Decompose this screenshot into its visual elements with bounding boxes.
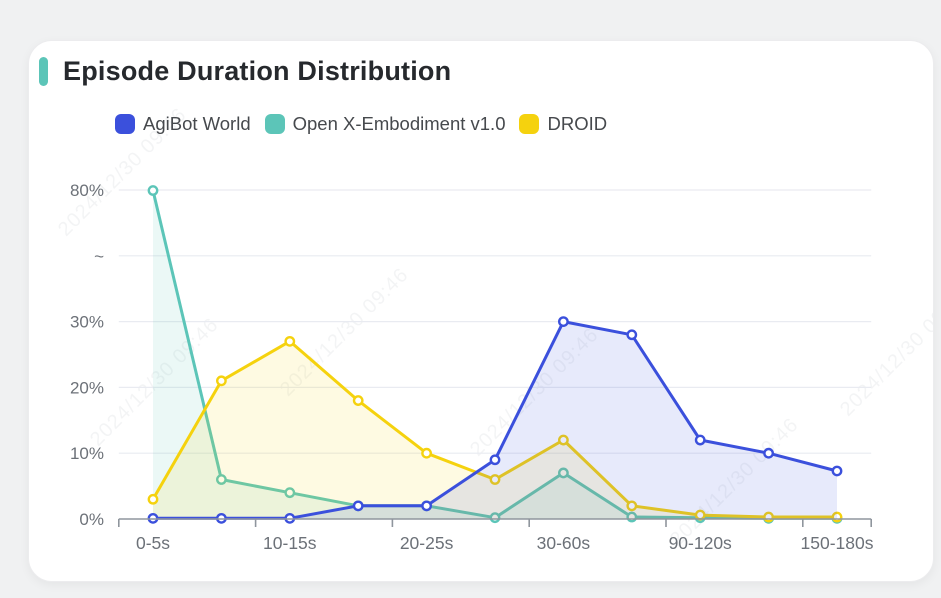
y-axis-label: ~ — [94, 247, 104, 266]
title-accent-bar — [39, 57, 48, 86]
y-axis-label: 10% — [70, 444, 104, 463]
data-point-open-x-embodiment-v1-0-5-10s[interactable] — [215, 474, 227, 485]
data-point-droid-5-10s[interactable] — [215, 375, 227, 387]
data-point-agibot-world-150-180s[interactable] — [831, 465, 843, 477]
data-point-droid-20-25s[interactable] — [421, 447, 432, 459]
legend-label: Open X-Embodiment v1.0 — [292, 113, 506, 134]
data-point-droid-60-90s[interactable] — [626, 500, 638, 512]
data-point-droid-25-30s[interactable] — [489, 474, 501, 485]
chart-card: 2024/12/30 09:46 2024/12/30 09:46 2024/1… — [28, 40, 934, 582]
series-area-agibot-world — [153, 321, 837, 519]
x-axis-label: 10-15s — [263, 533, 317, 553]
legend-item-agibot-world[interactable]: AgiBot World — [115, 113, 251, 135]
data-point-agibot-world-90-120s[interactable] — [694, 434, 706, 446]
data-point-open-x-embodiment-v1-0-30-60s[interactable] — [558, 467, 569, 479]
x-axis-label: 0-5s — [136, 533, 170, 553]
legend-label: DROID — [547, 113, 608, 134]
legend-item-droid[interactable]: DROID — [519, 113, 607, 135]
y-axis-label: 0% — [79, 510, 104, 529]
x-axis-label: 20-25s — [400, 533, 454, 553]
y-axis-label: 30% — [70, 313, 104, 332]
data-point-open-x-embodiment-v1-0-0-5s[interactable] — [147, 185, 159, 196]
page-title: Episode Duration Distribution — [63, 56, 452, 86]
legend-label: AgiBot World — [143, 113, 251, 134]
x-axis-label: 30-60s — [537, 533, 591, 553]
data-point-droid-0-5s[interactable] — [147, 493, 159, 505]
card-header: Episode Duration Distribution — [39, 56, 451, 87]
series-area-droid — [153, 341, 837, 519]
data-point-agibot-world-25-30s[interactable] — [489, 454, 501, 466]
y-axis-label: 20% — [70, 378, 104, 397]
y-axis-label: 80% — [70, 181, 104, 200]
data-point-droid-10-15s[interactable] — [284, 335, 296, 347]
legend-item-open-x-embodiment[interactable]: Open X-Embodiment v1.0 — [264, 113, 506, 135]
x-axis-label: 90-120s — [669, 533, 732, 553]
legend: AgiBot World Open X-Embodiment v1.0 DROI… — [115, 113, 607, 135]
series-area-open-x-embodiment-v1-0 — [153, 190, 837, 519]
data-point-agibot-world-30-60s[interactable] — [558, 316, 569, 327]
data-point-droid-30-60s[interactable] — [558, 434, 569, 446]
data-point-droid-15-20s[interactable] — [352, 395, 364, 406]
x-axis-label: 150-180s — [801, 533, 874, 553]
data-point-agibot-world-60-90s[interactable] — [626, 329, 638, 341]
legend-swatch-open-x-embodiment — [264, 114, 285, 134]
legend-swatch-droid — [519, 114, 540, 134]
data-point-agibot-world-15-20s[interactable] — [352, 500, 364, 512]
data-point-open-x-embodiment-v1-0-10-15s[interactable] — [284, 487, 296, 499]
data-point-agibot-world-20-25s[interactable] — [421, 500, 432, 512]
data-point-agibot-world-120-150s[interactable] — [763, 447, 774, 459]
legend-swatch-agibot-world — [115, 114, 135, 134]
